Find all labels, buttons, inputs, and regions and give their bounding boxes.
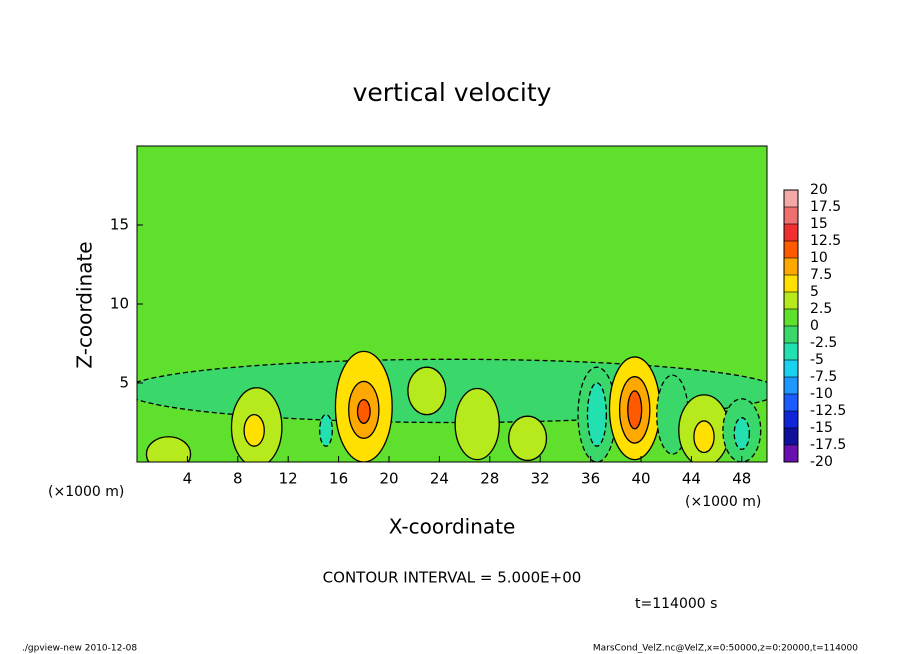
colorbar-label: -17.5 xyxy=(810,437,846,453)
contour-region xyxy=(733,417,751,451)
colorbar-label: 17.5 xyxy=(810,199,841,215)
colorbar-band xyxy=(784,394,798,411)
colorbar-label: 5 xyxy=(810,284,819,300)
colorbar-label: -10 xyxy=(810,386,833,402)
contour-region xyxy=(586,382,608,447)
footer-right: MarsCond_VelZ.nc@VelZ,x=0:50000,z=0:2000… xyxy=(593,644,858,654)
contour-interval: CONTOUR INTERVAL = 5.000E+00 xyxy=(323,569,582,587)
contour-region xyxy=(693,420,715,454)
colorbar-label: 7.5 xyxy=(810,267,832,283)
contour-region xyxy=(243,413,265,447)
x-tick-label: 20 xyxy=(379,470,398,488)
x-tick-label: 48 xyxy=(732,470,751,488)
x-tick-label: 8 xyxy=(233,470,243,488)
x-tick-label: 44 xyxy=(682,470,701,488)
colorbar-label: 20 xyxy=(810,182,828,198)
colorbar-label: -20 xyxy=(810,454,833,470)
colorbar-label: 2.5 xyxy=(810,301,832,317)
chart-title: vertical velocity xyxy=(353,78,552,107)
contour-region xyxy=(508,415,548,462)
colorbar-label: -7.5 xyxy=(810,369,837,385)
x-axis-label: X-coordinate xyxy=(389,515,516,539)
colorbar-band xyxy=(784,309,798,326)
colorbar-label: 15 xyxy=(810,216,828,232)
contour-region xyxy=(319,413,333,447)
contour-region xyxy=(407,366,447,416)
footer-left: ./gpview-new 2010-12-08 xyxy=(22,644,137,654)
field xyxy=(137,146,767,462)
colorbar-band xyxy=(784,258,798,275)
colorbar-band xyxy=(784,445,798,462)
y-axis-label: Z-coordinate xyxy=(73,241,97,368)
contour-region xyxy=(454,387,500,461)
x-tick-label: 36 xyxy=(581,470,600,488)
colorbar-band xyxy=(784,411,798,428)
x-tick-label: 40 xyxy=(631,470,650,488)
colorbar-band xyxy=(784,428,798,445)
contour-region xyxy=(145,436,192,462)
contour-region xyxy=(356,398,371,424)
colorbar-band xyxy=(784,224,798,241)
colorbar-band xyxy=(784,190,798,207)
colorbar-label: -2.5 xyxy=(810,335,837,351)
y-tick-label: 5 xyxy=(119,374,129,392)
y-tick-label: 10 xyxy=(110,295,129,313)
colorbar-label: 10 xyxy=(810,250,828,266)
x-unit-label: (×1000 m) xyxy=(685,494,761,510)
x-tick-label: 32 xyxy=(531,470,550,488)
contour-region xyxy=(627,390,643,430)
colorbar-label: -5 xyxy=(810,352,824,368)
colorbar-band xyxy=(784,275,798,292)
colorbar-label: 12.5 xyxy=(810,233,841,249)
colorbar-band xyxy=(784,326,798,343)
colorbar-label: 0 xyxy=(810,318,819,334)
y-tick-label: 15 xyxy=(110,216,129,234)
x-tick-label: 16 xyxy=(329,470,348,488)
time-label: t=114000 s xyxy=(635,596,717,612)
colorbar-label: -12.5 xyxy=(810,403,846,419)
x-tick-label: 12 xyxy=(279,470,298,488)
x-tick-label: 24 xyxy=(430,470,449,488)
colorbar-band xyxy=(784,360,798,377)
x-tick-label: 28 xyxy=(480,470,499,488)
colorbar-band xyxy=(784,292,798,309)
colorbar-band xyxy=(784,207,798,224)
colorbar-band xyxy=(784,343,798,360)
y-unit-label: (×1000 m) xyxy=(48,484,124,500)
x-tick-label: 4 xyxy=(183,470,193,488)
colorbar-band xyxy=(784,241,798,258)
colorbar-band xyxy=(784,377,798,394)
colorbar-label: -15 xyxy=(810,420,833,436)
